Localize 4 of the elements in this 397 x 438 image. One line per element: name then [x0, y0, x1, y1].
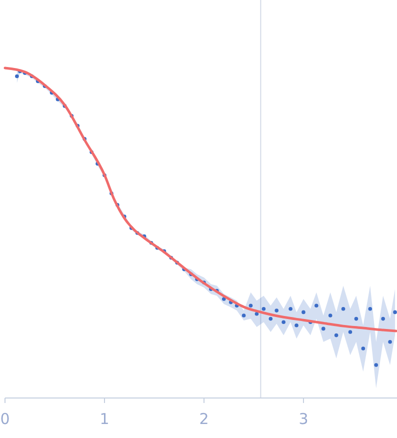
x-tick-label: 1: [100, 410, 110, 428]
x-tick-label: 2: [199, 410, 209, 428]
x-tick-label: 3: [298, 410, 308, 428]
x-tick-label: 0: [0, 410, 10, 428]
